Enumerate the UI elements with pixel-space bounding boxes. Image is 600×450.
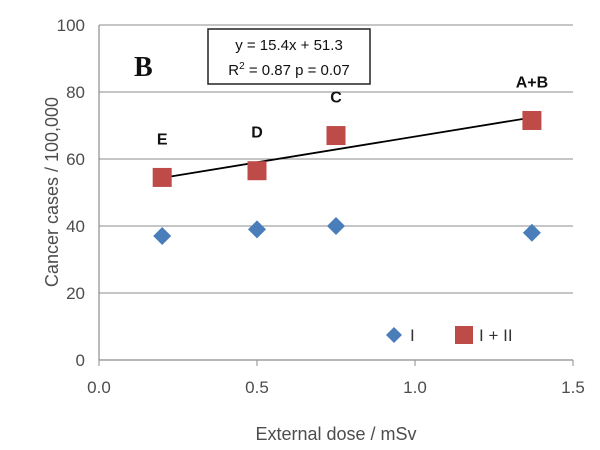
y-tick-label-3: 60 bbox=[66, 150, 85, 169]
equation-box-frame bbox=[207, 28, 371, 85]
y-tick-label-5: 100 bbox=[57, 16, 85, 35]
equation-box: y = 15.4x + 51.3 R2 = 0.87 p = 0.07 bbox=[207, 28, 371, 85]
trendline-stats-superscript: 2 bbox=[239, 61, 245, 72]
y-tick-label-2: 40 bbox=[66, 217, 85, 236]
point-label-2: D bbox=[251, 125, 263, 142]
y-axis-title: Cancer cases / 100,000 bbox=[42, 97, 62, 287]
x-tick-label-3: 1.5 bbox=[561, 378, 585, 397]
point-series-1-1 bbox=[153, 227, 172, 246]
trendline-stats: R2 = 0.87 p = 0.07 bbox=[228, 61, 350, 79]
point-labels: E D C A+B bbox=[157, 74, 548, 148]
trendline-group bbox=[162, 116, 533, 179]
point-series-2-2 bbox=[247, 161, 267, 181]
trendline-stats-rest: = 0.87 p = 0.07 bbox=[245, 62, 350, 79]
data-marks bbox=[152, 110, 542, 246]
y-tick-labels: 0 20 40 60 80 100 bbox=[57, 16, 85, 370]
point-label-1: E bbox=[157, 131, 168, 148]
y-tick-label-0: 0 bbox=[76, 351, 85, 370]
x-tick-labels: 0.0 0.5 1.0 1.5 bbox=[87, 378, 585, 397]
point-series-2-3 bbox=[326, 126, 346, 146]
legend: I I + II bbox=[386, 326, 513, 345]
trendline bbox=[162, 116, 533, 179]
x-tick-label-2: 1.0 bbox=[403, 378, 427, 397]
point-series-2-4 bbox=[522, 110, 542, 130]
x-axis-title: External dose / mSv bbox=[255, 424, 416, 444]
y-tick-label-1: 20 bbox=[66, 284, 85, 303]
legend-label-series-1: I bbox=[410, 326, 415, 345]
point-series-1-4 bbox=[522, 223, 541, 242]
point-series-2-1 bbox=[152, 167, 172, 187]
legend-label-series-2: I + II bbox=[479, 326, 513, 345]
x-tick-label-1: 0.5 bbox=[245, 378, 269, 397]
trendline-equation: y = 15.4x + 51.3 bbox=[235, 37, 343, 54]
axes bbox=[98, 25, 574, 366]
legend-diamond-marker bbox=[386, 327, 402, 343]
point-label-3: C bbox=[330, 90, 342, 107]
point-series-1-2 bbox=[248, 220, 266, 239]
x-tick-label-0: 0.0 bbox=[87, 378, 111, 397]
point-label-4: A+B bbox=[516, 74, 548, 91]
y-tick-label-4: 80 bbox=[66, 83, 85, 102]
trendline-stats-prefix: R bbox=[228, 62, 239, 79]
point-series-1-3 bbox=[327, 217, 345, 235]
panel-label: B bbox=[134, 52, 153, 83]
legend-square-marker bbox=[455, 326, 473, 344]
